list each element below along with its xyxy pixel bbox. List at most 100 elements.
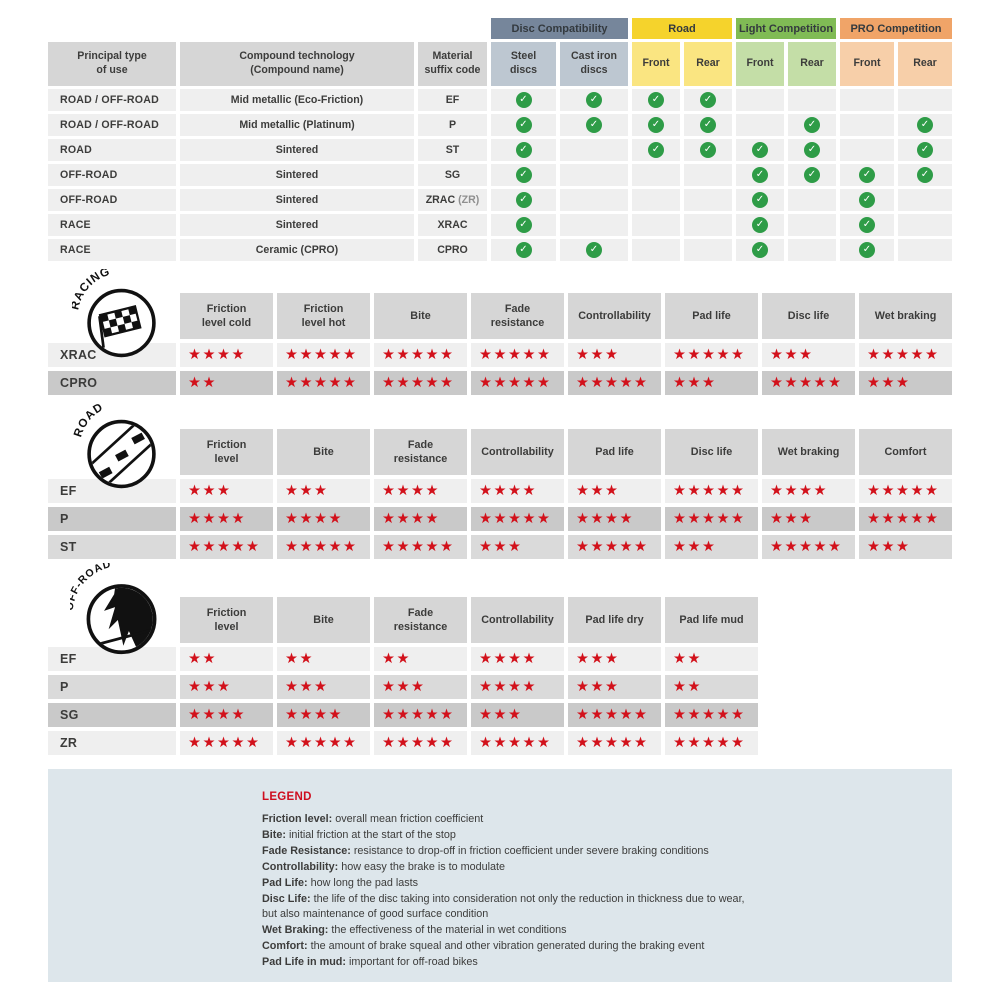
star-rating: ★★★★★: [277, 343, 370, 367]
star-rating: ★★★★★: [374, 703, 467, 727]
check-cell: ✓: [788, 89, 836, 111]
compound-cell: Sintered: [180, 164, 414, 186]
check-icon: ✓: [700, 92, 716, 108]
star-rating: ★★★: [859, 371, 952, 395]
star-rating: ★★★★: [471, 479, 564, 503]
check-cell: ✓: [560, 114, 628, 136]
check-cell: ✓: [788, 114, 836, 136]
legend-item: Friction level overall mean friction coe…: [262, 812, 912, 828]
col-header: Fade resistance: [374, 429, 467, 475]
col-header: Friction level: [180, 597, 273, 643]
check-cell: ✓: [898, 189, 952, 211]
offroad-rating-table: Friction level Bite Fade resistance Cont…: [48, 597, 952, 755]
road-icon: ROAD: [72, 400, 156, 489]
check-cell: ✓: [788, 164, 836, 186]
col-header-pro-front: Front: [840, 42, 894, 86]
star-rating: ★★★: [568, 479, 661, 503]
star-rating: ★★★★: [180, 507, 273, 531]
check-cell: ✓: [898, 89, 952, 111]
check-cell: ✓: [898, 139, 952, 161]
check-cell: ✓: [632, 89, 680, 111]
check-cell: ✓: [632, 214, 680, 236]
group-header-disc-compatibility: Disc Compatibility: [491, 18, 628, 39]
star-rating: ★★★: [277, 479, 370, 503]
legend-title: LEGEND: [262, 791, 312, 803]
check-cell: ✓: [684, 114, 732, 136]
col-header: Bite: [374, 293, 467, 339]
check-icon: ✓: [648, 92, 664, 108]
check-cell: ✓: [684, 239, 732, 261]
check-cell: ✓: [632, 114, 680, 136]
compatibility-table: Disc Compatibility Road Light Competitio…: [48, 18, 952, 261]
star-rating: ★★★★: [180, 703, 273, 727]
legend-panel: LEGEND Friction level overall mean frict…: [48, 769, 952, 982]
check-cell: ✓: [840, 189, 894, 211]
check-cell: ✓: [736, 139, 784, 161]
legend-item: Pad Life in mud important for off-road b…: [262, 955, 912, 971]
racing-rating-table: Friction level cold Friction level hot B…: [48, 293, 952, 395]
compound-cell: Sintered: [180, 214, 414, 236]
col-header-road-front: Front: [632, 42, 680, 86]
row-label: ST: [48, 535, 176, 559]
check-icon: ✓: [752, 217, 768, 233]
code-cell: CPRO: [418, 239, 487, 261]
check-icon: ✓: [515, 167, 532, 183]
brake-compound-chart: Disc Compatibility Road Light Competitio…: [48, 0, 952, 982]
check-icon: ✓: [586, 242, 602, 258]
star-rating: ★★★: [568, 647, 661, 671]
star-rating: ★★★★★: [374, 731, 467, 755]
star-rating: ★★★: [180, 675, 273, 699]
star-rating: ★★★★: [471, 675, 564, 699]
check-icon: ✓: [515, 92, 532, 108]
star-rating: ★★★★: [180, 343, 273, 367]
check-cell: ✓: [632, 189, 680, 211]
star-rating: ★★★: [374, 675, 467, 699]
star-rating: ★★: [277, 647, 370, 671]
star-rating: ★★★★★: [374, 535, 467, 559]
star-rating: ★★★★★: [665, 703, 758, 727]
star-rating: ★★: [180, 371, 273, 395]
check-icon: ✓: [700, 142, 716, 158]
check-icon: ✓: [700, 117, 716, 133]
col-header: Controllability: [568, 293, 661, 339]
col-header-steel-discs: Steel discs: [491, 42, 556, 86]
group-header-light-competition: Light Competition: [736, 18, 836, 39]
compound-cell: Ceramic (CPRO): [180, 239, 414, 261]
star-rating: ★★★★: [374, 479, 467, 503]
star-rating: ★★★★★: [374, 371, 467, 395]
star-rating: ★★: [374, 647, 467, 671]
col-header: Pad life mud: [665, 597, 758, 643]
star-rating: ★★★★★: [568, 535, 661, 559]
check-cell: ✓: [736, 239, 784, 261]
star-rating: ★★★★★: [374, 343, 467, 367]
col-header: Disc life: [762, 293, 855, 339]
star-rating: ★★★: [665, 535, 758, 559]
check-icon: ✓: [515, 242, 532, 258]
star-rating: ★★★★★: [568, 731, 661, 755]
code-cell: ZRAC (ZR): [418, 189, 487, 211]
star-rating: ★★★: [471, 703, 564, 727]
check-cell: ✓: [840, 214, 894, 236]
star-rating: ★★★★★: [859, 479, 952, 503]
check-cell: ✓: [560, 139, 628, 161]
use-cell: RACE: [48, 239, 176, 261]
col-header: Friction level hot: [277, 293, 370, 339]
row-label: P: [48, 675, 176, 699]
col-header-lc-front: Front: [736, 42, 784, 86]
check-icon: ✓: [917, 167, 933, 183]
check-cell: ✓: [560, 239, 628, 261]
col-header: Disc life: [665, 429, 758, 475]
check-cell: ✓: [491, 239, 556, 261]
star-rating: ★★★: [277, 675, 370, 699]
check-cell: ✓: [898, 239, 952, 261]
racing-section: RACING Friction level cold Friction leve…: [48, 269, 952, 395]
check-icon: ✓: [515, 117, 532, 133]
legend-item: but also maintenance of good surface con…: [262, 908, 489, 921]
star-rating: ★★★★★: [277, 371, 370, 395]
check-icon: ✓: [804, 167, 820, 183]
compat-header-spacer: [48, 18, 487, 39]
star-rating: ★★★★: [762, 479, 855, 503]
check-cell: ✓: [898, 214, 952, 236]
col-header: Controllability: [471, 597, 564, 643]
